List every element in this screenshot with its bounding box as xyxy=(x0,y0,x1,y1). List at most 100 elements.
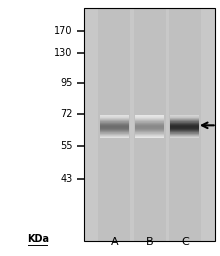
Bar xyxy=(170,122,199,123)
Bar xyxy=(135,124,164,125)
Bar xyxy=(170,135,199,136)
Bar xyxy=(100,118,129,119)
Bar xyxy=(135,119,164,120)
Bar xyxy=(170,119,199,120)
Bar xyxy=(135,130,164,131)
Bar xyxy=(100,117,129,118)
Bar xyxy=(170,131,199,132)
Bar xyxy=(135,129,164,130)
Bar xyxy=(135,116,164,117)
Bar xyxy=(170,130,199,131)
Bar xyxy=(170,116,199,118)
Bar xyxy=(135,126,164,127)
Bar xyxy=(170,121,199,122)
Bar xyxy=(170,132,199,133)
Bar xyxy=(100,119,129,120)
Bar xyxy=(135,137,164,138)
Bar xyxy=(170,134,199,135)
Text: B: B xyxy=(146,237,153,247)
Bar xyxy=(100,129,129,130)
Bar xyxy=(100,115,129,116)
Bar xyxy=(135,134,164,135)
Bar xyxy=(100,131,129,132)
Bar xyxy=(135,130,164,131)
Bar xyxy=(100,126,129,127)
Bar xyxy=(100,125,129,126)
Text: 72: 72 xyxy=(60,109,73,119)
Bar xyxy=(100,136,129,137)
Text: 130: 130 xyxy=(54,48,73,58)
Bar xyxy=(100,132,129,133)
Bar xyxy=(135,126,164,127)
Bar xyxy=(100,125,129,126)
Bar xyxy=(100,133,129,134)
Bar xyxy=(170,118,199,119)
Text: 43: 43 xyxy=(60,174,73,184)
Bar xyxy=(99,8,130,241)
Bar xyxy=(170,125,199,126)
Bar xyxy=(170,133,199,134)
Bar xyxy=(100,116,129,117)
Bar xyxy=(100,121,129,122)
Bar xyxy=(100,135,129,136)
Bar xyxy=(135,118,164,119)
Bar xyxy=(170,130,199,131)
Bar xyxy=(100,122,129,123)
Bar xyxy=(100,137,129,138)
Bar xyxy=(100,120,129,121)
Bar xyxy=(135,117,164,118)
Bar xyxy=(100,119,129,120)
Bar xyxy=(100,129,129,130)
Bar xyxy=(170,119,199,120)
Text: A: A xyxy=(111,237,118,247)
Bar xyxy=(170,124,199,125)
Bar xyxy=(100,130,129,131)
Bar xyxy=(100,123,129,124)
Bar xyxy=(100,136,129,137)
Bar xyxy=(170,123,199,124)
Text: C: C xyxy=(181,237,189,247)
Bar xyxy=(135,122,164,123)
Bar xyxy=(170,123,199,124)
Bar xyxy=(100,118,129,119)
Bar xyxy=(170,127,199,128)
Bar xyxy=(135,134,164,135)
Bar xyxy=(170,127,199,129)
Text: 55: 55 xyxy=(60,141,73,151)
Bar xyxy=(135,131,164,132)
Bar xyxy=(100,116,129,118)
Bar xyxy=(135,119,164,120)
Bar xyxy=(100,124,129,125)
Text: 170: 170 xyxy=(54,26,73,36)
Bar xyxy=(100,120,129,121)
Bar xyxy=(170,125,199,126)
Bar xyxy=(135,121,164,122)
Bar xyxy=(135,124,164,125)
Bar xyxy=(170,136,199,137)
Bar xyxy=(135,122,164,123)
Bar xyxy=(170,134,199,135)
Bar xyxy=(135,133,164,134)
Bar xyxy=(100,124,129,125)
Bar xyxy=(135,127,164,128)
Bar xyxy=(170,128,199,129)
Bar xyxy=(100,133,129,134)
Bar xyxy=(170,116,199,117)
Bar xyxy=(170,129,199,130)
Text: 95: 95 xyxy=(60,78,73,88)
Bar xyxy=(170,118,199,119)
Bar xyxy=(100,134,129,135)
Bar xyxy=(100,127,129,128)
Bar xyxy=(100,130,129,131)
Bar xyxy=(135,120,164,121)
Bar xyxy=(170,124,199,125)
Bar xyxy=(100,122,129,123)
Bar xyxy=(135,128,164,129)
Bar xyxy=(135,115,164,116)
Bar xyxy=(135,120,164,121)
Bar xyxy=(134,8,166,241)
Bar xyxy=(170,129,199,130)
Bar xyxy=(135,123,164,124)
Bar xyxy=(170,126,199,127)
Bar xyxy=(100,128,129,129)
